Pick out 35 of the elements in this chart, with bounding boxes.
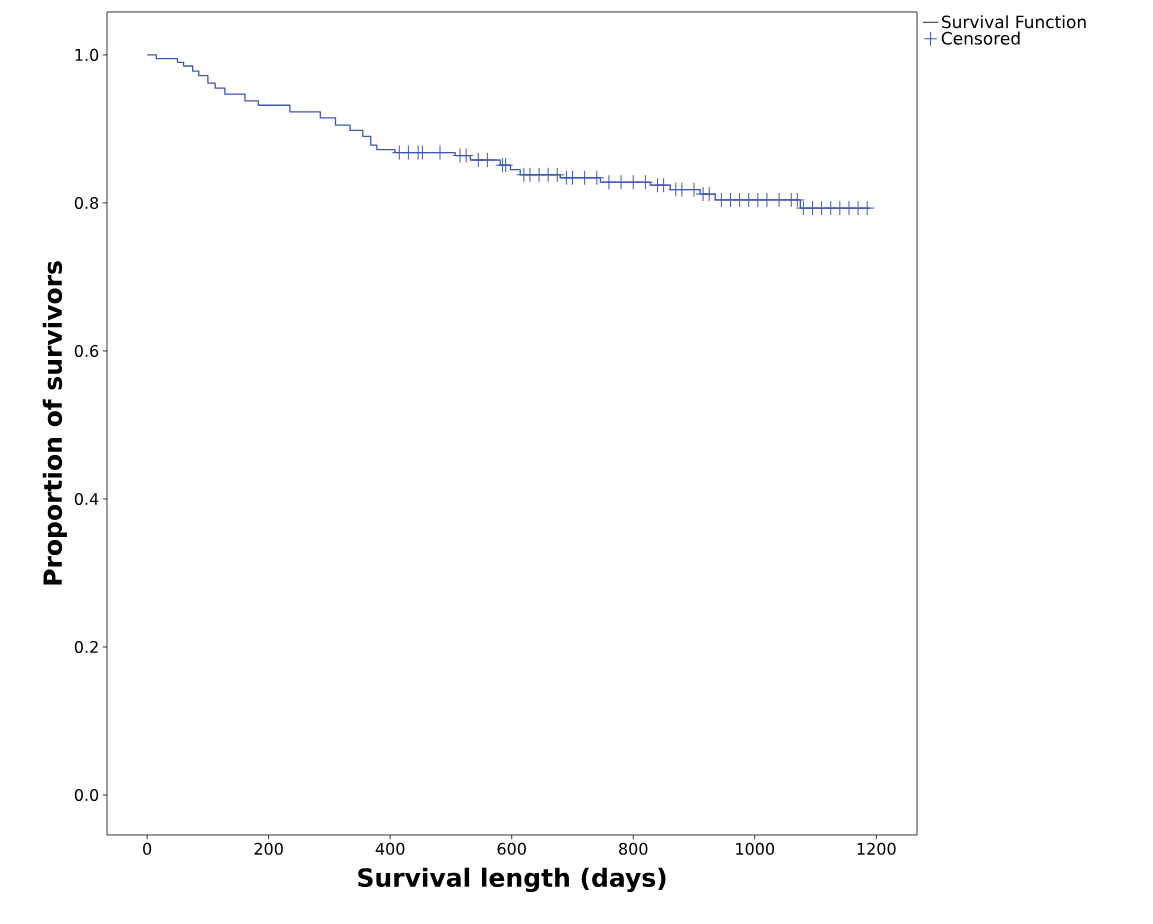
x-tick-label: 600 [497, 842, 526, 855]
point [859, 200, 875, 216]
point [771, 192, 787, 208]
point [589, 170, 605, 186]
point [637, 174, 653, 190]
x-tick-label: 800 [619, 842, 648, 855]
x-tick-label: 200 [254, 842, 283, 855]
point [686, 182, 702, 198]
legend-label: Censored [941, 31, 1020, 45]
point [564, 170, 580, 186]
y-tick-label: 0.0 [74, 788, 99, 802]
point [625, 174, 641, 190]
y-tick-label: 0.8 [74, 196, 99, 209]
x-tick-label: 400 [375, 842, 405, 855]
y-tick-label: 0.6 [74, 344, 99, 358]
point [601, 174, 617, 190]
point [613, 174, 629, 190]
point [701, 186, 717, 202]
x-tick-label: 0 [143, 842, 152, 855]
point [432, 145, 448, 161]
x-tick-label: 1000 [736, 842, 775, 855]
point [674, 182, 690, 198]
point [479, 152, 495, 168]
point [549, 167, 565, 183]
x-tick-label: 1200 [857, 842, 896, 855]
y-tick-label: 0.4 [74, 492, 99, 506]
point [759, 192, 775, 208]
y-tick-label: 1.0 [75, 48, 99, 61]
point [414, 145, 430, 161]
point [577, 170, 593, 186]
x-axis-title: Survival length (days) [358, 867, 666, 893]
y-tick-label: 0.2 [74, 640, 98, 654]
point [656, 177, 672, 193]
legend-label: Survival Function [941, 15, 1086, 29]
y-axis-title: Proportion of survivors [42, 261, 67, 585]
